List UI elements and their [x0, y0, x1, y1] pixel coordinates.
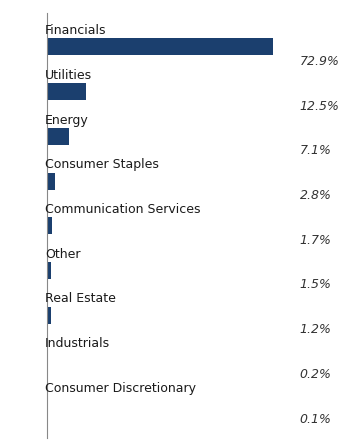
Text: Communication Services: Communication Services — [45, 203, 201, 216]
Text: 12.5%: 12.5% — [300, 100, 340, 113]
Text: Consumer Staples: Consumer Staples — [45, 158, 159, 171]
Text: 1.5%: 1.5% — [300, 278, 332, 291]
Bar — [47, 38, 273, 55]
Text: 0.2%: 0.2% — [300, 368, 332, 381]
Bar — [47, 173, 55, 190]
Text: Financials: Financials — [45, 24, 107, 37]
Text: 72.9%: 72.9% — [300, 55, 340, 68]
Text: Energy: Energy — [45, 114, 89, 127]
Text: Utilities: Utilities — [45, 69, 93, 82]
Bar — [47, 351, 48, 368]
Text: 0.1%: 0.1% — [300, 413, 332, 426]
Text: 7.1%: 7.1% — [300, 144, 332, 157]
Bar — [47, 83, 86, 100]
Text: 2.8%: 2.8% — [300, 189, 332, 202]
Text: Consumer Discretionary: Consumer Discretionary — [45, 382, 196, 395]
Bar — [47, 128, 69, 145]
Text: Industrials: Industrials — [45, 337, 111, 350]
Bar — [47, 307, 50, 324]
Bar — [47, 262, 51, 279]
Bar — [47, 217, 52, 234]
Text: Other: Other — [45, 248, 81, 261]
Text: 1.2%: 1.2% — [300, 323, 332, 336]
Text: 1.7%: 1.7% — [300, 234, 332, 247]
Text: Real Estate: Real Estate — [45, 292, 116, 305]
